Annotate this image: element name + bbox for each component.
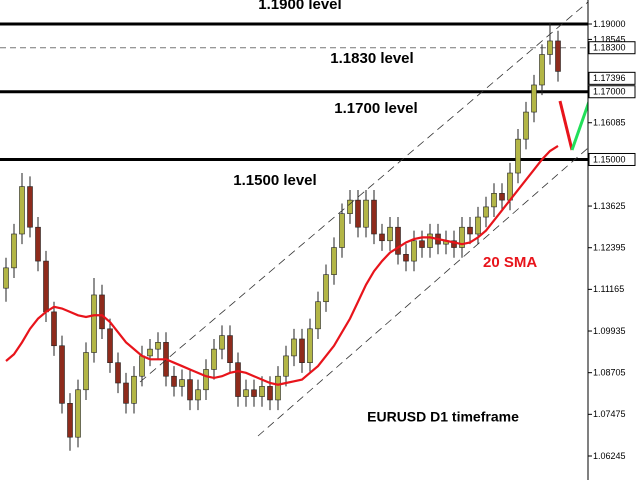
candle-body [275,375,281,401]
candle-body [331,247,337,275]
candle-body [75,389,81,438]
level-label: 1.1700 level [334,100,417,117]
candle-body [155,342,161,350]
candle-body [123,382,129,404]
channel-lower [257,147,589,437]
y-tick-label: 1.17396 [593,73,626,83]
candle-body [91,294,97,353]
candle-body [243,389,249,397]
candle-body [195,389,201,401]
candle-body [355,199,361,228]
candle-body [67,403,73,438]
candle-body [3,267,9,289]
candle-body [251,389,257,397]
plot-area [0,22,588,451]
candle-body [283,355,289,377]
y-tick-label: 1.06245 [593,451,626,461]
candle-body [187,379,193,401]
candle-body [347,199,353,214]
candle-body [171,375,177,387]
candle-body [83,352,89,391]
candle-body [27,186,33,228]
candle-body [555,40,561,72]
y-tick-label: 1.16085 [593,118,626,128]
tick-box [588,85,636,99]
candle-body [523,111,529,140]
candle-body [459,226,465,248]
y-tick-label: 1.18300 [593,43,626,53]
candle-body [107,328,113,363]
y-tick-label: 1.18545 [593,34,626,44]
candle-body [299,338,305,363]
candle-body [507,172,513,201]
level-label: 1.1830 level [330,50,413,67]
candle-body [51,311,57,347]
candle-body [451,240,457,248]
candle-body [403,254,409,262]
level-label: 1.1900 level [258,0,341,13]
channel-upper [139,1,589,383]
level-label: 1.1500 level [233,172,316,189]
candle-body [499,193,505,201]
candle-body [291,338,297,357]
candle-body [395,226,401,255]
candle-body [203,369,209,391]
candle-body [43,260,49,313]
y-tick-label: 1.08705 [593,368,626,378]
y-tick-label: 1.09935 [593,326,626,336]
chart-title: EURUSD D1 timeframe [367,409,519,425]
candle-body [387,226,393,242]
candle-body [99,294,105,330]
candle-body [483,206,489,218]
y-tick-label: 1.17000 [593,87,626,97]
candle-body [539,54,545,86]
y-tick-label: 1.07475 [593,409,626,419]
candle-body [131,375,137,404]
candle-body [211,348,217,370]
candle-body [547,40,553,55]
y-tick-label: 1.11165 [593,284,624,294]
candle-body [227,335,233,363]
candle-body [307,328,313,363]
candle-body [427,233,433,248]
candle-body [315,301,321,330]
candle-body [339,213,345,248]
candle-body [11,233,17,269]
candle-body [115,362,121,384]
tick-box [588,41,636,55]
candle-body [491,193,497,208]
tick-box [588,71,636,85]
candle-body [411,240,417,262]
candle-body [467,226,473,235]
candle-body [179,379,185,387]
y-tick-label: 1.12395 [593,243,626,253]
candle-body [35,226,41,262]
candle-body [363,199,369,228]
candle-body [259,386,265,397]
y-tick-label: 1.19000 [593,19,626,29]
sma-label: 20 SMA [483,254,537,271]
candle-body [139,355,145,377]
candle-body [219,335,225,350]
candle-body [235,362,241,397]
candle-body [59,345,65,404]
candle-body [371,199,377,235]
tick-box [588,152,636,166]
candle-body [323,274,329,303]
candle-body [19,186,25,235]
candle-body [147,348,153,357]
y-tick-label: 1.13625 [593,201,626,211]
y-tick-label: 1.15000 [593,154,626,164]
sma-line [5,145,559,386]
candle-body [475,216,481,235]
candle-body [379,233,385,242]
down-arrow [558,100,574,151]
candle-body [419,240,425,248]
candle-body [267,386,273,401]
candle-body [515,138,521,174]
candle-body [531,84,537,113]
